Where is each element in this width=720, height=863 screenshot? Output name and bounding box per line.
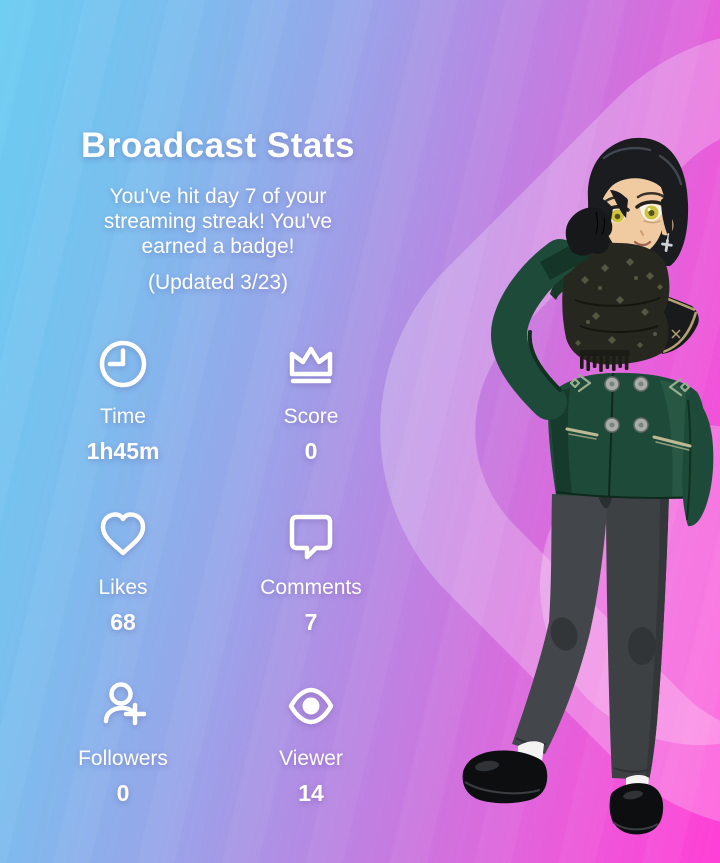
- stat-label: Time: [100, 405, 146, 428]
- clock-icon: [99, 340, 147, 388]
- avatar-coat-buttons: [604, 376, 649, 433]
- avatar-brow-right: [636, 192, 666, 199]
- eye-icon: [288, 687, 334, 725]
- comment-icon: [289, 514, 333, 560]
- avatar-glove: [565, 207, 613, 256]
- avatar-scarf-tassels: [580, 350, 630, 372]
- streak-message: You've hit day 7 of your streaming strea…: [0, 184, 436, 259]
- stat-value: 0: [116, 780, 130, 806]
- person-add-icon: [103, 682, 147, 726]
- avatar-scarf: [562, 242, 670, 372]
- heart-icon: [100, 512, 146, 556]
- stat-value: 7: [304, 609, 318, 635]
- stat-comments: Comments 7: [217, 507, 405, 635]
- streak-message-line3: earned a badge!: [141, 235, 295, 258]
- stat-label: Followers: [78, 747, 168, 770]
- avatar-hair-highlight: [602, 146, 652, 160]
- stat-score: Score 0: [217, 336, 405, 464]
- avatar-right-sleeve: [682, 392, 714, 527]
- avatar-hair-highlight-2: [658, 154, 683, 186]
- crown-icon: [289, 346, 333, 384]
- stat-viewer: Viewer 14: [217, 678, 405, 806]
- stat-label: Likes: [98, 576, 148, 599]
- stat-likes: Likes 68: [29, 507, 217, 635]
- avatar-pants: [512, 492, 669, 780]
- avatar-illustration: [462, 137, 714, 835]
- avatar-face: [602, 164, 666, 257]
- streak-message-line2: streaming streak! You've: [103, 210, 333, 233]
- stat-followers: Followers 0: [29, 678, 217, 806]
- stat-value: 0: [304, 438, 318, 464]
- streak-message-line1: You've hit day 7 of your: [109, 185, 327, 208]
- avatar-coat-chevrons: [569, 373, 691, 397]
- avatar-shoes: [462, 750, 664, 835]
- avatar-coat-pockets: [565, 427, 692, 451]
- avatar-mouth: [633, 240, 652, 247]
- updated-date: (Updated 3/23): [147, 271, 289, 294]
- stat-label: Score: [283, 405, 339, 428]
- stat-label: Viewer: [279, 747, 343, 770]
- avatar-nose: [640, 230, 644, 236]
- avatar-scarf-damask-pattern: [575, 258, 663, 348]
- stat-value: 1h45m: [86, 438, 160, 464]
- stat-value: 68: [110, 609, 136, 635]
- stat-time: Time 1h45m: [29, 336, 217, 464]
- stat-value: 14: [298, 780, 324, 806]
- stat-label: Comments: [260, 576, 362, 599]
- avatar-cross-earring: [661, 233, 673, 252]
- page-title: Broadcast Stats: [81, 126, 355, 165]
